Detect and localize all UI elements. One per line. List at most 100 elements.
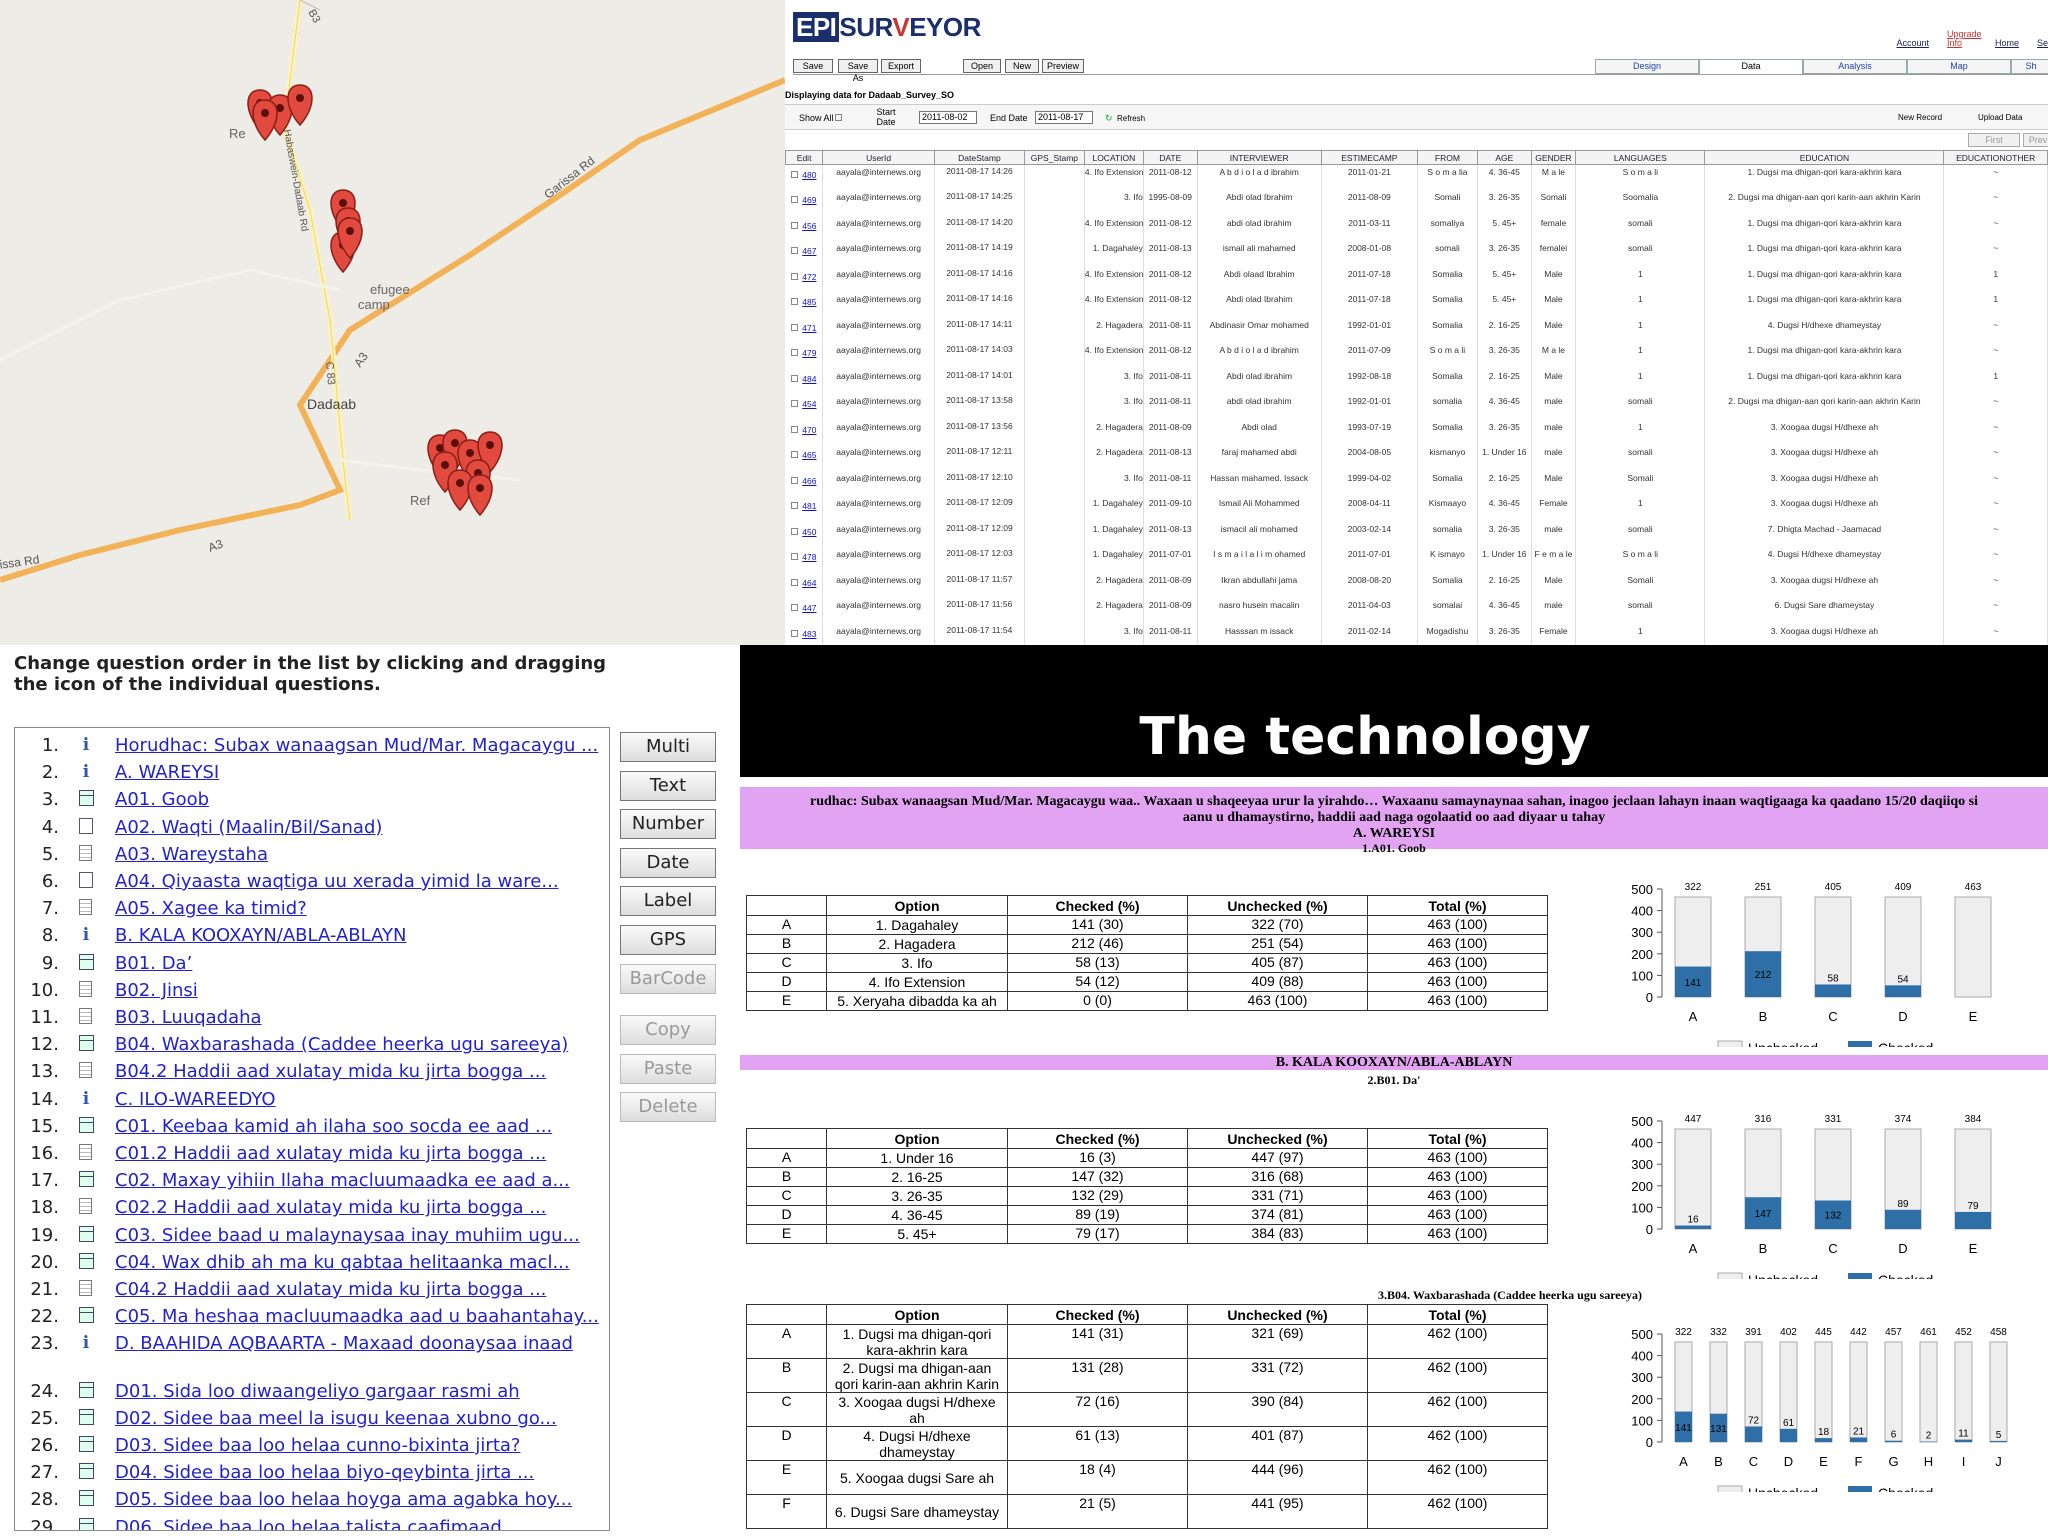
row-select-checkbox[interactable]: 478 <box>785 547 824 573</box>
question-list-item[interactable]: 22. C05. Ma heshaa macluumaadka aad u baa… <box>15 1303 609 1330</box>
tab-design[interactable]: Design <box>1595 59 1699 74</box>
delete-button[interactable]: Delete <box>620 1092 716 1122</box>
open-button[interactable]: Open <box>963 59 1001 73</box>
question-list-item[interactable]: 15. C01. Keebaa kamid ah ilaha soo socda … <box>15 1113 609 1140</box>
question-list-item[interactable]: 11. B03. Luuqadaha <box>15 1004 609 1031</box>
question-link[interactable]: B03. Luuqadaha <box>115 1007 262 1028</box>
edit-record-link[interactable]: 478 <box>802 552 817 562</box>
question-link[interactable]: B04.2 Haddii aad xulatay mida ku jirta b… <box>115 1061 547 1083</box>
refresh-icon[interactable]: ↻ <box>1105 113 1113 123</box>
paste-button[interactable]: Paste <box>620 1054 716 1084</box>
row-select-checkbox[interactable]: 467 <box>785 241 824 267</box>
column-header[interactable]: DATE <box>1142 150 1198 165</box>
question-link[interactable]: C01. Keebaa kamid ah ilaha soo socda ee … <box>115 1115 553 1137</box>
question-list-item[interactable]: 5. A03. Wareystaha <box>15 841 609 868</box>
question-list-item[interactable]: 7. A05. Xagee ka timid? <box>15 895 609 922</box>
edit-record-link[interactable]: 450 <box>802 526 817 537</box>
column-header[interactable]: ESTIMECAMP <box>1320 150 1418 165</box>
new-record-button[interactable]: New Record <box>1898 113 1943 122</box>
tab-analysis[interactable]: Analysis <box>1803 59 1907 74</box>
column-header[interactable]: EDUCATION <box>1704 150 1945 165</box>
edit-record-link[interactable]: 470 <box>802 424 817 435</box>
row-select-checkbox[interactable]: 465 <box>785 445 824 471</box>
doc-icon[interactable] <box>77 843 95 865</box>
column-header[interactable]: Edit <box>785 150 824 165</box>
grid-icon[interactable] <box>77 1488 95 1510</box>
grid-icon[interactable] <box>77 1169 95 1191</box>
grid-icon[interactable] <box>77 1434 95 1456</box>
question-list-item[interactable]: 3. A01. Goob <box>15 786 609 813</box>
row-select-checkbox[interactable]: 480 <box>785 164 824 190</box>
row-select-checkbox[interactable]: 454 <box>785 394 824 420</box>
column-header[interactable]: DateStamp <box>933 150 1025 165</box>
question-link[interactable]: C. ILO-WAREEDYO <box>115 1088 276 1110</box>
checkbox[interactable] <box>791 221 799 229</box>
checkbox[interactable] <box>791 476 799 484</box>
first-page-button[interactable]: First <box>1968 133 2020 147</box>
grid-icon[interactable] <box>77 1380 95 1402</box>
grid-icon[interactable] <box>77 1461 95 1483</box>
doc-icon[interactable] <box>77 1006 95 1028</box>
row-select-checkbox[interactable]: 485 <box>785 292 824 318</box>
question-link[interactable]: A03. Wareystaha <box>115 843 268 865</box>
edit-record-link[interactable]: 466 <box>802 475 817 486</box>
box-icon[interactable] <box>77 816 95 838</box>
question-link[interactable]: C04.2 Haddii aad xulatay mida ku jirta b… <box>115 1279 547 1300</box>
question-list-item[interactable]: 6. A04. Qiyaasta waqtiga uu xerada yimid … <box>15 868 609 895</box>
question-list-item[interactable]: 28. D05. Sidee baa loo helaa hoyga ama ag… <box>15 1486 609 1513</box>
checkbox[interactable] <box>791 629 799 637</box>
row-select-checkbox[interactable]: 472 <box>785 266 824 292</box>
question-link[interactable]: A01. Goob <box>115 789 210 811</box>
column-header[interactable]: GENDER <box>1530 150 1577 165</box>
question-list-item[interactable]: 29. D06. Sidee baa loo helaa talista caaf… <box>15 1514 609 1531</box>
edit-record-link[interactable]: 469 <box>802 195 817 205</box>
se-link[interactable]: Se <box>2036 38 2048 48</box>
start-date-input[interactable]: 2011-08-02 <box>919 111 977 124</box>
question-link[interactable]: B. KALA KOOXAYN/ABLA-ABLAYN <box>115 925 407 947</box>
column-header[interactable]: LANGUAGES <box>1575 150 1706 165</box>
row-select-checkbox[interactable]: 447 <box>785 598 824 624</box>
question-list-item[interactable]: 27. D04. Sidee baa loo helaa biyo-qeybint… <box>15 1459 609 1486</box>
grid-icon[interactable] <box>77 952 95 974</box>
map-marker[interactable] <box>337 217 363 260</box>
question-list-item[interactable]: 12. B04. Waxbarashada (Caddee heerka ugu … <box>15 1031 609 1058</box>
question-link[interactable]: D03. Sidee baa loo helaa cunno-bixinta j… <box>115 1435 521 1456</box>
edit-record-link[interactable]: 471 <box>802 322 817 333</box>
number-button[interactable]: Number <box>620 809 716 839</box>
export-button[interactable]: Export <box>881 59 921 73</box>
checkbox[interactable] <box>791 196 799 203</box>
question-list-item[interactable]: 16. C01.2 Haddii aad xulatay mida ku jirt… <box>15 1140 609 1167</box>
question-list-item[interactable]: 20. C04. Wax dhib ah ma ku qabtaa helitaa… <box>15 1249 609 1276</box>
tab-map[interactable]: Map <box>1907 59 2011 74</box>
question-link[interactable]: B04. Waxbarashada (Caddee heerka ugu sar… <box>115 1034 569 1056</box>
question-list-item[interactable]: 14. i C. ILO-WAREEDYO <box>15 1086 609 1113</box>
question-link[interactable]: D05. Sidee baa loo helaa hoyga ama agabk… <box>115 1489 573 1511</box>
show-all-checkbox[interactable] <box>835 113 842 123</box>
question-link[interactable]: C03. Sidee baad u malaynaysaa inay muhii… <box>115 1224 580 1246</box>
checkbox[interactable] <box>791 374 799 382</box>
row-select-checkbox[interactable]: 456 <box>785 215 824 241</box>
question-link[interactable]: B01. Da’ <box>115 952 193 974</box>
question-link[interactable]: D. BAAHIDA AQBAARTA - Maxaad doonaysaa i… <box>115 1333 573 1355</box>
question-list-item[interactable]: 26. D03. Sidee baa loo helaa cunno-bixint… <box>15 1432 609 1459</box>
edit-record-link[interactable]: 485 <box>802 297 817 307</box>
new-button[interactable]: New <box>1005 59 1039 73</box>
edit-record-link[interactable]: 481 <box>802 501 817 511</box>
info-icon[interactable]: i <box>82 735 90 755</box>
grid-icon[interactable] <box>77 1516 95 1530</box>
upgrade-link[interactable]: Upgrade Info <box>1946 29 1982 48</box>
question-link[interactable]: D06. Sidee baa loo helaa talista caafima… <box>115 1516 502 1531</box>
checkbox[interactable] <box>791 553 799 560</box>
question-list[interactable]: 1. i Horudhac: Subax wanaagsan Mud/Mar. Ma… <box>14 727 610 1531</box>
preview-button[interactable]: Preview <box>1042 59 1084 73</box>
column-header[interactable]: INTERVIEWER <box>1196 150 1322 165</box>
info-icon[interactable]: i <box>82 925 90 946</box>
map-canvas[interactable]: Re Dadaab efugee camp Ref rissa Rd Gariss… <box>0 0 785 645</box>
row-select-checkbox[interactable]: 469 <box>785 190 824 216</box>
grid-icon[interactable] <box>77 1115 95 1137</box>
multi-button[interactable]: Multi <box>620 732 716 762</box>
map-view[interactable]: Re Dadaab efugee camp Ref rissa Rd Gariss… <box>0 0 785 645</box>
checkbox[interactable] <box>791 527 799 535</box>
row-select-checkbox[interactable]: 470 <box>785 419 824 445</box>
checkbox[interactable] <box>791 323 799 331</box>
